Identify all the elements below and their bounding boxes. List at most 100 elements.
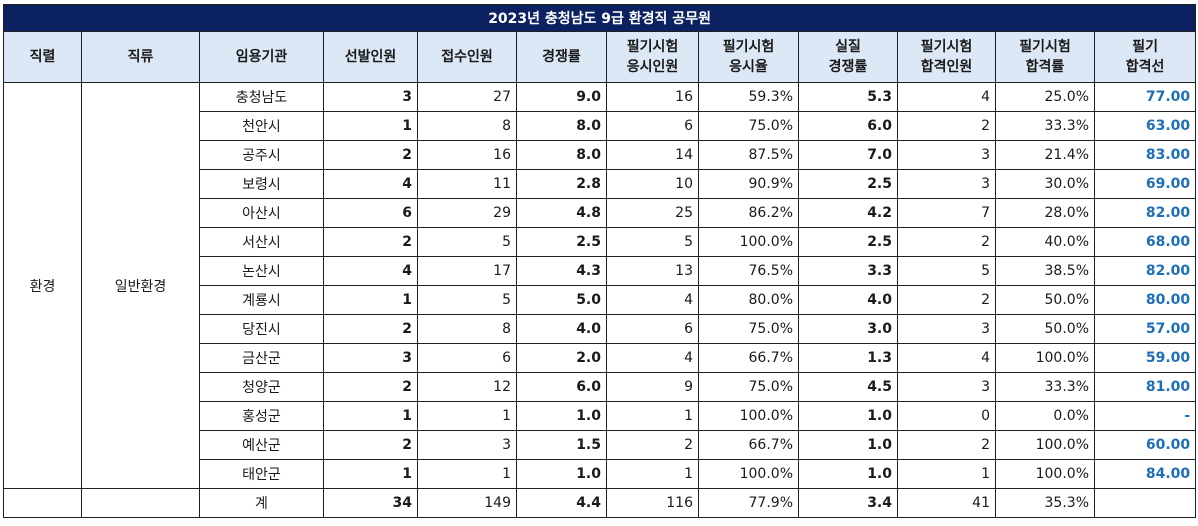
cell-passed: 3 [897,314,996,344]
cell-pass-rate: 25.0% [995,82,1095,112]
table-body: 환경 일반환경 충청남도 3 27 9.0 16 59.3% 5.3 4 25.0% 77.00 천안시… [3,82,1197,518]
cell-selected: 1 [323,285,418,315]
header-exam-rate: 필기시험 응시율 [698,31,799,83]
exam-results-table: 2023년 충청남도 9급 환경직 공무원 직렬 직류 임용기관 선발인원 접수인원 경쟁… [2,4,1197,518]
column-header-row: 직렬 직류 임용기관 선발인원 접수인원 경쟁률 필기시험 응시인원 필기시험 응시율 실질 경쟁률 필… [3,31,1197,83]
cell-real-ratio: 1.0 [798,401,898,431]
cell-exam-takers: 2 [606,430,699,460]
cell-agency: 서산시 [199,227,324,257]
cell-selected: 1 [323,459,418,489]
table-row: 서산시 2 5 2.5 5 100.0% 2.5 2 40.0% 68.00 [4,227,1197,257]
cell-passed: 2 [897,285,996,315]
cell-cutoff: 68.00 [1093,227,1197,257]
cell-pass-rate: 33.3% [995,111,1095,141]
header-passed-line: 합격인원 [920,59,973,75]
cell-exam-takers: 10 [606,169,699,199]
cell-cutoff: 63.00 [1093,111,1197,141]
cell-exam-takers: 14 [606,140,699,170]
cell-cutoff: - [1093,401,1197,431]
header-category: 직류 [81,31,200,83]
cell-pass-rate: 50.0% [995,285,1095,315]
cell-category: 일반환경 [81,82,200,489]
header-series: 직렬 [3,31,82,83]
cell-cutoff: 82.00 [1093,256,1197,286]
cell-exam-takers: 4 [606,343,699,373]
table-row: 보령시 4 11 2.8 10 90.9% 2.5 3 30.0% 69.00 [4,169,1197,199]
header-exam-takers-line: 필기시험 [626,39,679,55]
cell-cutoff: 69.00 [1093,169,1197,199]
cell-agency: 홍성군 [199,401,324,431]
cell-passed: 4 [897,343,996,373]
header-agency-line: 임용기관 [235,49,288,65]
header-ratio-line: 경쟁률 [542,49,581,65]
cell-cutoff: 81.00 [1093,372,1197,402]
cell-ratio: 8.0 [516,111,607,141]
cell-real-ratio: 6.0 [798,111,898,141]
cell-applied: 17 [417,256,517,286]
cell-applied: 11 [417,169,517,199]
cell-real-ratio: 5.3 [798,82,898,112]
cell-ratio: 1.0 [516,459,607,489]
cell-selected: 2 [323,140,418,170]
cell-ratio: 2.8 [516,169,607,199]
header-real-ratio: 실질 경쟁률 [798,31,898,83]
cell-exam-rate: 86.2% [698,198,799,228]
header-cutoff: 필기 합격선 [1093,31,1197,83]
cell-pass-rate: 50.0% [995,314,1095,344]
cell-exam-takers: 5 [606,227,699,257]
cell-ratio: 9.0 [516,82,607,112]
cell-selected: 2 [323,227,418,257]
cell-pass-rate: 28.0% [995,198,1095,228]
cell-passed: 2 [897,430,996,460]
cell-pass-rate: 21.4% [995,140,1095,170]
cell-agency: 청양군 [199,372,324,402]
cell-passed: 3 [897,140,996,170]
table-row: 환경 일반환경 충청남도 3 27 9.0 16 59.3% 5.3 4 25.0% 77.00 [3,82,1197,489]
cell-passed: 3 [897,169,996,199]
cell-exam-rate: 75.0% [698,372,799,402]
cell-real-ratio: 4.0 [798,285,898,315]
cell-agency: 태안군 [199,459,324,489]
cell-selected: 4 [323,169,418,199]
header-cutoff-line: 필기 [1132,39,1158,55]
cell-real-ratio: 7.0 [798,140,898,170]
cell-cutoff: 84.00 [1093,459,1197,489]
cell-exam-takers: 16 [606,82,699,112]
cell-exam-rate: 66.7% [698,343,799,373]
header-pass-rate: 필기시험 합격률 [995,31,1095,83]
cell-ratio: 4.8 [516,198,607,228]
cell-agency: 논산시 [199,256,324,286]
table-row: 홍성군 1 1 1.0 1 100.0% 1.0 0 0.0% - [4,401,1197,431]
cell-ratio: 2.0 [516,343,607,373]
cell-exam-takers: 13 [606,256,699,286]
cell-agency: 계룡시 [199,285,324,315]
header-pass-rate-line: 합격률 [1025,59,1065,75]
cell-agency: 당진시 [199,314,324,344]
header-category-line: 직류 [127,49,154,65]
cell-agency: 금산군 [199,343,324,373]
cell-series: 환경 [3,82,82,489]
cell-applied: 5 [417,285,517,315]
cell-ratio: 8.0 [516,140,607,170]
cell-exam-takers: 1 [606,459,699,489]
cell-pass-rate: 30.0% [995,169,1095,199]
cell-selected: 2 [323,372,418,402]
table-row: 아산시 6 29 4.8 25 86.2% 4.2 7 28.0% 82.00 [4,198,1197,228]
header-passed-line: 필기시험 [920,39,973,55]
cell-pass-rate: 35.3% [995,488,1095,518]
cell-exam-rate: 87.5% [698,140,799,170]
cell-passed: 5 [897,256,996,286]
cell-cutoff [1093,488,1197,518]
cell-total-series-blank [3,488,82,518]
cell-selected: 3 [323,82,418,112]
cell-exam-rate: 90.9% [698,169,799,199]
cell-passed: 2 [897,111,996,141]
cell-agency: 공주시 [199,140,324,170]
cell-real-ratio: 4.5 [798,372,898,402]
cell-selected: 6 [323,198,418,228]
header-series-line: 직렬 [29,49,56,65]
cell-passed: 2 [897,227,996,257]
cell-exam-rate: 76.5% [698,256,799,286]
cell-pass-rate: 38.5% [995,256,1095,286]
cell-cutoff: 77.00 [1093,82,1197,112]
